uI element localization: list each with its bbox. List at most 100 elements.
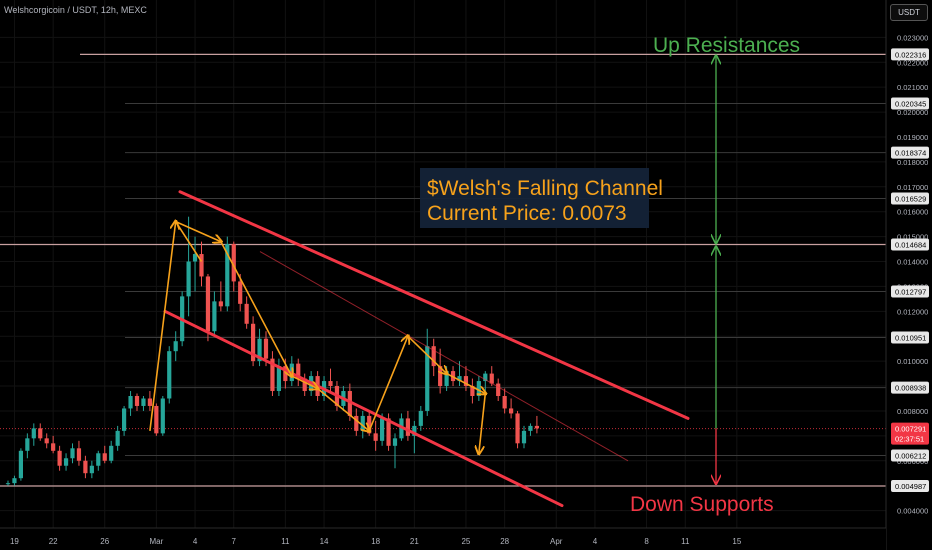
level-price-label: 0.008938 [895,384,926,393]
swing-arrow [317,387,370,431]
level-price-badge [891,449,929,462]
price-tick-label: 0.019000 [897,133,928,142]
candle-body [502,396,507,409]
price-tick-label: 0.014000 [897,258,928,267]
time-tick-label: 7 [232,537,237,546]
level-price-badge [891,192,929,205]
swing-arrows [149,220,487,454]
price-tick-label: 0.018000 [897,158,928,167]
price-tick-label: 0.015000 [897,233,928,242]
up-resistances-label: Up Resistances [653,34,800,57]
time-tick-label: 19 [10,537,19,546]
horizontal-levels [0,53,886,487]
annotation-line-1: $Welsh's Falling Channel [427,177,663,200]
candle-body [12,478,17,484]
candle-body [354,415,359,431]
candle-body [76,448,82,461]
candle-body [405,418,410,436]
swing-arrow [479,393,487,454]
candle-body [457,376,462,382]
channel-mid-line [259,251,629,462]
swing-arrow [291,375,318,388]
price-tick-label: 0.020000 [897,108,928,117]
candle-body [296,363,301,379]
level-price-badge [891,331,929,344]
channel-upper-line [178,190,690,420]
candle-body [528,425,533,431]
candle-body [476,381,481,396]
candle-body [251,323,256,362]
candle-body [31,428,36,439]
time-tick-label: 15 [732,537,741,546]
level-price-label: 0.014684 [895,240,926,249]
swing-arrow [368,336,408,432]
level-price-badge [891,146,929,159]
level-price-label: 0.018374 [895,149,926,158]
swing-arrow [175,220,221,242]
swing-arrow [149,222,176,431]
candle-body [18,450,23,479]
time-tick-label: 11 [281,537,290,546]
candle-body [515,413,520,444]
level-price-badge [891,48,929,61]
candle-body [57,450,62,466]
level-price-badge [891,381,929,394]
candle-body [276,366,281,392]
time-tick-label: Mar [149,537,163,546]
candle-body [386,418,391,446]
candle-body [302,378,307,392]
candle-body [257,338,262,362]
current-price-label: 0.007291 [895,425,926,434]
swing-arrow [220,241,292,376]
candle-body [380,418,385,441]
candle-body [38,428,43,439]
falling-channel [163,190,690,508]
candle-body [160,398,165,434]
level-price-label: 0.012797 [895,287,926,296]
candle-body [418,410,423,426]
time-axis[interactable]: 19 22 26 Mar 4 7 11 14 18 21 25 28 Apr 4 8 11 15 [0,527,886,550]
candle-body [186,261,191,297]
swing-segment [175,221,203,262]
level-price-label: 0.006212 [895,451,926,460]
candle-body [521,430,527,444]
time-tick-label: 22 [49,537,58,546]
candle-body [218,301,223,307]
time-tick-label: 26 [100,537,109,546]
candle-body [444,371,449,387]
candle-body [270,358,275,392]
price-tick-label: 0.010000 [897,357,928,366]
price-axis[interactable]: 0.023000 0.022000 0.021000 0.020000 0.019000… [885,0,932,550]
price-tick-label: 0.008000 [897,407,928,416]
level-price-label: 0.022316 [895,50,926,59]
annotation-line-2: Current Price: 0.0073 [427,202,627,225]
candle-body [412,425,417,436]
time-tick-label: 21 [410,537,419,546]
candle-body [173,341,178,352]
swing-arrow [446,372,486,394]
candle-body [115,430,120,446]
candle-body [89,465,94,474]
time-tick-label: 18 [371,537,380,546]
candle-body [534,425,539,429]
candle-body [122,408,127,431]
candle-body [199,254,204,277]
price-tick-label: 0.021000 [897,83,928,92]
level-price-label: 0.010951 [895,333,926,342]
candle-body [192,254,198,262]
candle-body [328,381,333,387]
candle-body [483,373,488,382]
price-tick-label: 0.017000 [897,183,928,192]
candle-body [147,398,152,406]
candle-body [373,433,378,441]
candle-body [225,244,230,307]
time-tick-label: 4 [593,537,598,546]
candle-body [5,483,11,485]
time-tick-label: 4 [193,537,198,546]
level-price-label: 0.016529 [895,195,926,204]
candle-body [51,443,56,451]
currency-button[interactable]: USDT [890,4,928,21]
candle-body [231,244,236,282]
